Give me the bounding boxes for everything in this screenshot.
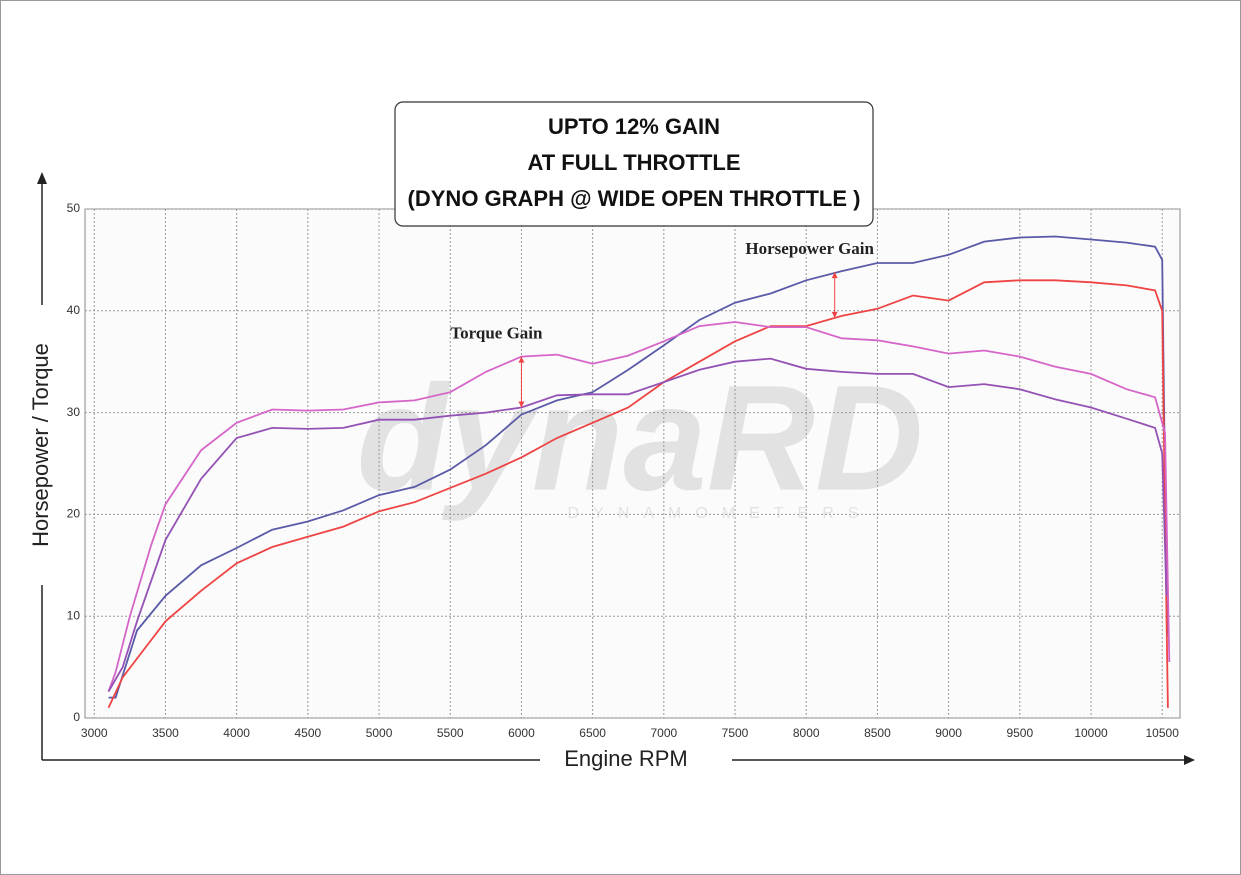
y-tick-label: 40 [67,303,81,317]
x-tick-label: 5000 [366,726,393,740]
x-tick-label: 3000 [81,726,108,740]
arrow-head [518,401,525,408]
x-tick-label: 8000 [793,726,820,740]
watermark: dynaRD [357,354,924,522]
x-axis-label: Engine RPM [564,746,688,771]
y-tick-label: 20 [67,507,81,521]
x-tick-label: 10000 [1074,726,1108,740]
series-line [107,357,1168,692]
x-tick-label: 6000 [508,726,535,740]
chart-title: UPTO 12% GAIN [548,114,720,139]
x-tick-label: 8500 [864,726,891,740]
arrow-head [831,272,838,279]
arrow-head [37,172,47,184]
y-tick-label: 50 [67,201,81,215]
x-tick-label: 4500 [294,726,321,740]
x-tick-label: 7500 [722,726,749,740]
arrow-head [831,311,838,318]
y-tick-label: 10 [67,608,81,622]
series-line [107,279,1169,709]
y-tick-label: 30 [67,405,81,419]
annotation-label: Torque Gain [450,324,543,343]
y-tick-label: 0 [73,710,80,724]
chart-title: (DYNO GRAPH @ WIDE OPEN THROTTLE ) [408,186,861,211]
arrow-head [1184,755,1195,765]
x-tick-label: 5500 [437,726,464,740]
x-tick-label: 7000 [650,726,677,740]
x-tick-label: 4000 [223,726,250,740]
arrow-head [518,356,525,363]
watermark-sub: DYNAMOMETERS [568,505,873,522]
title-box [394,101,874,227]
plot-area [84,208,1181,719]
annotation-label: Horsepower Gain [745,239,874,258]
x-tick-label: 3500 [152,726,179,740]
axes: Engine RPM Horsepower / Torque [28,172,1195,771]
series-line [107,321,1171,692]
x-tick-label: 9000 [935,726,962,740]
chart-title: AT FULL THROTTLE [527,150,740,175]
x-tick-label: 9500 [1006,726,1033,740]
series-line [108,235,1170,699]
x-tick-label: 10500 [1146,726,1180,740]
x-tick-label: 6500 [579,726,606,740]
y-axis-label: Horsepower / Torque [28,343,53,547]
